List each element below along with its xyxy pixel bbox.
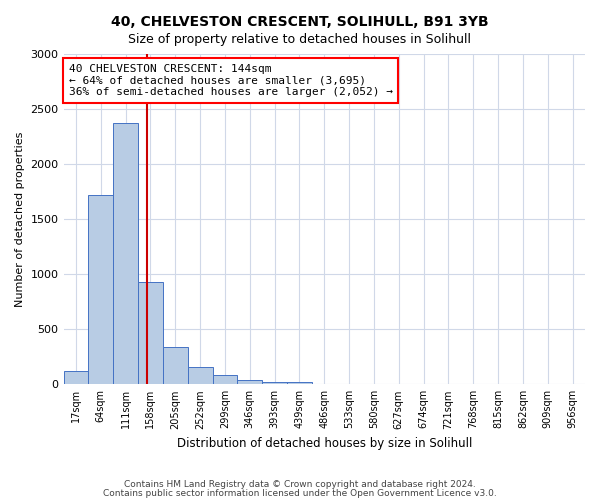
- Bar: [138, 282, 163, 384]
- Text: 40, CHELVESTON CRESCENT, SOLIHULL, B91 3YB: 40, CHELVESTON CRESCENT, SOLIHULL, B91 3…: [111, 15, 489, 29]
- Text: Size of property relative to detached houses in Solihull: Size of property relative to detached ho…: [128, 32, 472, 46]
- Bar: [287, 382, 312, 384]
- Text: Contains public sector information licensed under the Open Government Licence v3: Contains public sector information licen…: [103, 489, 497, 498]
- Bar: [212, 376, 238, 384]
- Bar: [64, 371, 88, 384]
- Text: 40 CHELVESTON CRESCENT: 144sqm
← 64% of detached houses are smaller (3,695)
36% : 40 CHELVESTON CRESCENT: 144sqm ← 64% of …: [69, 64, 393, 97]
- Bar: [262, 382, 287, 384]
- Y-axis label: Number of detached properties: Number of detached properties: [15, 132, 25, 307]
- Text: Contains HM Land Registry data © Crown copyright and database right 2024.: Contains HM Land Registry data © Crown c…: [124, 480, 476, 489]
- Bar: [163, 347, 188, 385]
- X-axis label: Distribution of detached houses by size in Solihull: Distribution of detached houses by size …: [176, 437, 472, 450]
- Bar: [113, 124, 138, 384]
- Bar: [88, 195, 113, 384]
- Bar: [238, 380, 262, 384]
- Bar: [188, 367, 212, 384]
